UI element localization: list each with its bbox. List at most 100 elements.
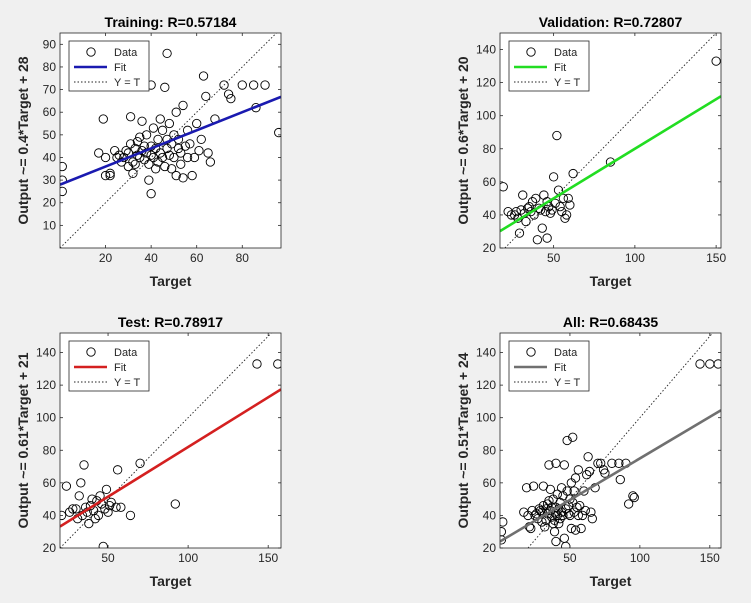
validation-data-point (522, 203, 533, 213)
validation-data-point (550, 198, 560, 208)
all-legend-identity-label: Y = T (554, 377, 580, 389)
training-data-point (226, 93, 236, 104)
all-y-tick-label: 60 (483, 476, 497, 490)
training-legend-data-label: Data (114, 47, 138, 59)
validation-data-point (555, 202, 565, 212)
all-legend-data-label: Data (554, 347, 578, 359)
training-x-tick-label: 80 (236, 251, 250, 265)
validation-data-point (563, 193, 573, 204)
test-data-point (252, 359, 262, 369)
training-data-point (182, 152, 193, 163)
test-data-point (68, 504, 78, 514)
all-data-point (573, 465, 583, 475)
test-y-tick-label: 80 (43, 443, 57, 457)
training-data-point (135, 132, 145, 142)
training-data-point (60, 161, 67, 172)
all-data-point (500, 527, 507, 537)
validation-legend: Data Fit Y = T (508, 40, 590, 92)
training-y-tick-label: 60 (43, 105, 57, 119)
all-data-point (565, 494, 575, 504)
validation-data-point (532, 235, 543, 245)
all-data-point (555, 514, 565, 524)
training-legend: Data Fit Y = T (68, 40, 150, 92)
validation-data-point (537, 223, 547, 233)
training-data-point (60, 186, 67, 197)
training-data-point (196, 134, 206, 145)
all-data-point (575, 501, 585, 511)
all-data-point (545, 484, 556, 495)
validation-y-tick-label: 60 (483, 175, 497, 189)
test-data-point (64, 507, 75, 517)
training-data-point (125, 112, 136, 122)
validation-y-axis-label: Output ~= 0.6*Target + 20 (455, 56, 471, 224)
all-data-point (580, 505, 590, 516)
validation-data-point (527, 197, 538, 207)
all-data-point (573, 510, 583, 521)
all-data-point (540, 522, 550, 532)
training-data-point (105, 170, 115, 181)
all-data-point (586, 507, 596, 517)
all-axes-frame (499, 332, 722, 549)
training-legend-identity-label: Y = T (114, 77, 140, 89)
training-data-point (237, 80, 247, 90)
training-data-point (260, 80, 270, 90)
all-data-point (607, 458, 617, 468)
all-data-point (558, 510, 568, 521)
test-data-point (60, 510, 67, 521)
validation-data-point (531, 193, 541, 204)
validation-y-tick-label: 40 (483, 208, 497, 222)
training-data-point (180, 141, 190, 151)
training-fit-line (60, 95, 281, 186)
validation-axes-frame (499, 32, 722, 249)
all-data-point (629, 492, 639, 503)
training-data-point (169, 152, 179, 163)
test-y-tick-label: 40 (43, 508, 57, 522)
all-data-point (577, 510, 588, 521)
training-legend-fit-label: Fit (114, 62, 126, 74)
training-x-tick-label: 40 (144, 251, 158, 265)
training-data-point (98, 114, 108, 124)
training-data-point (249, 80, 259, 90)
all-y-tick-label: 100 (476, 411, 496, 425)
training-data-point (100, 152, 111, 163)
all-data-point (549, 527, 560, 537)
training-data-point (148, 123, 159, 133)
test-data-point (93, 510, 104, 521)
all-legend-data-marker (526, 347, 536, 357)
all-data-point (521, 483, 532, 493)
test-data-point (71, 504, 81, 514)
all-data-point (582, 470, 592, 480)
training-data-point (121, 146, 131, 156)
training-data-point (137, 116, 147, 126)
test-legend-fit-label: Fit (114, 362, 126, 374)
training-data-point (128, 168, 138, 178)
training-data-point (155, 148, 165, 158)
training-data-point (153, 134, 163, 145)
validation-legend-fit-label: Fit (554, 62, 566, 74)
training-data-point (157, 152, 168, 163)
training-data-point (162, 48, 172, 59)
validation-data-point (524, 202, 534, 212)
test-data-point (106, 497, 116, 508)
all-x-tick-label: 50 (563, 551, 577, 565)
training-data-point (171, 107, 181, 117)
test-data-point (100, 504, 110, 514)
validation-y-tick-label: 120 (476, 76, 496, 90)
training-data-point (100, 170, 111, 181)
training-chart: 20 40 60 80 10 20 30 40 50 60 70 80 90 Training: R=0.… (15, 14, 282, 289)
all-data-point (570, 525, 581, 535)
validation-data-point (561, 210, 572, 220)
test-data-point (111, 502, 121, 512)
validation-data-point (568, 168, 578, 179)
validation-chart: 50 100 150 20 40 60 80 100 120 140 Validation: R=0… (455, 14, 726, 289)
training-x-tick-label: 60 (190, 251, 204, 265)
test-data-point (98, 541, 108, 548)
test-y-tick-label: 20 (43, 541, 57, 555)
all-data-point (561, 504, 571, 514)
training-axes-frame (59, 32, 282, 249)
test-data-point (113, 465, 123, 475)
training-data-point (151, 164, 161, 174)
test-data-point (170, 499, 180, 509)
test-y-tick-label: 60 (43, 476, 57, 490)
all-data-point (584, 466, 595, 477)
